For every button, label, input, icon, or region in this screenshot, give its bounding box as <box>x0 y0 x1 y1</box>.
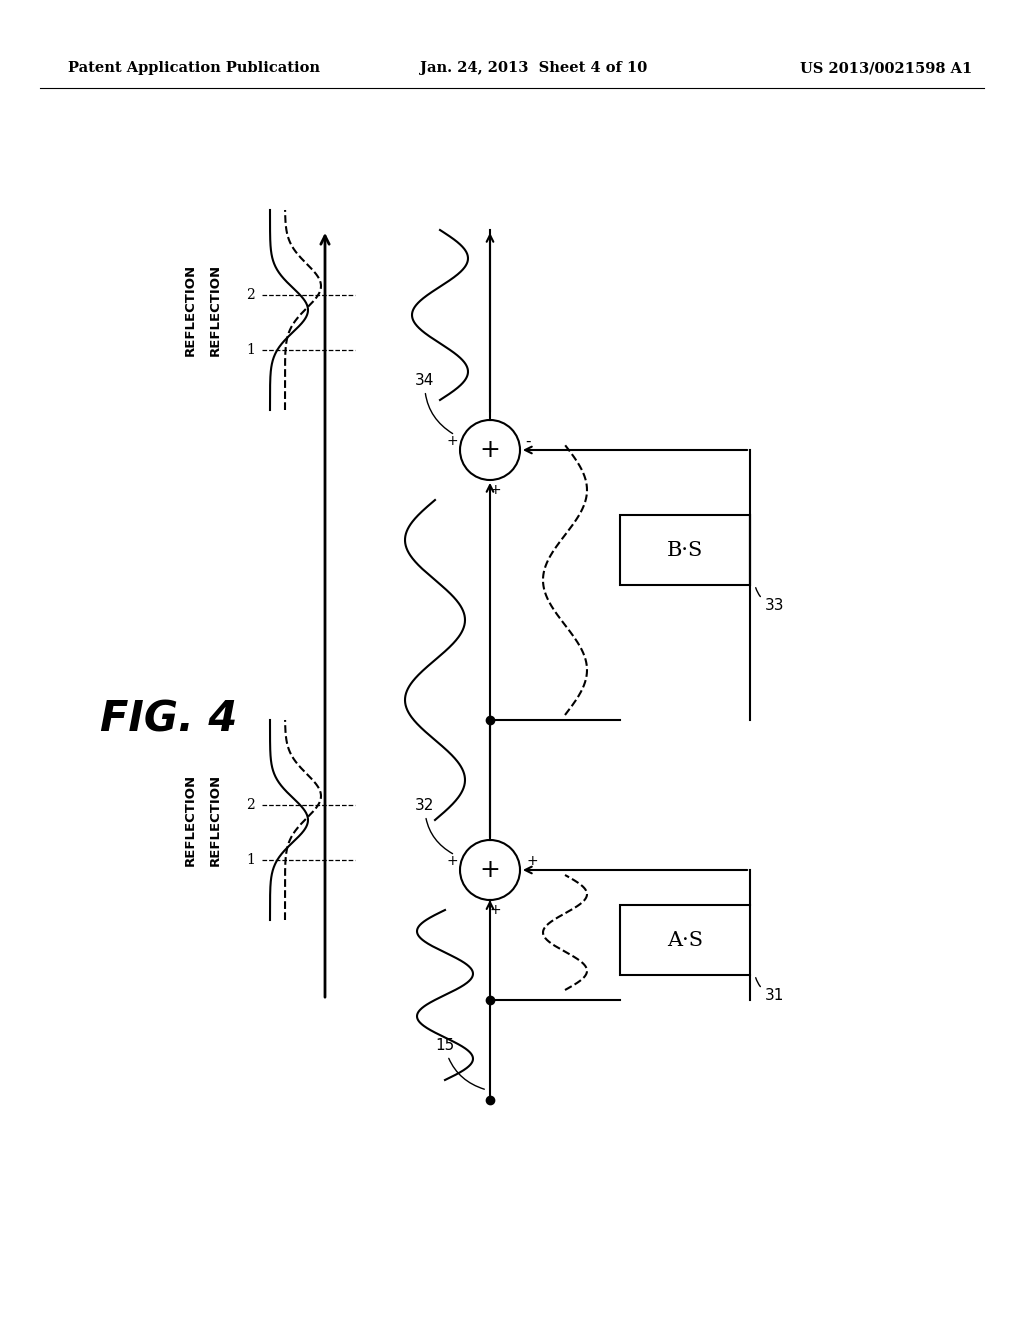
Text: B·S: B·S <box>667 540 703 560</box>
Bar <box>620 906 750 975</box>
Text: +: + <box>446 434 458 447</box>
Text: US 2013/0021598 A1: US 2013/0021598 A1 <box>800 61 972 75</box>
Text: 1: 1 <box>246 343 255 356</box>
Text: REFLECTION: REFLECTION <box>183 264 197 356</box>
Text: 1: 1 <box>246 853 255 867</box>
Bar <box>620 515 750 585</box>
Text: FIG. 4: FIG. 4 <box>100 700 238 741</box>
Text: Jan. 24, 2013  Sheet 4 of 10: Jan. 24, 2013 Sheet 4 of 10 <box>420 61 647 75</box>
Text: 31: 31 <box>756 978 784 1003</box>
Text: 2: 2 <box>246 799 255 812</box>
Text: +: + <box>489 483 501 498</box>
Text: 34: 34 <box>415 374 453 433</box>
Text: A·S: A·S <box>667 931 703 949</box>
Text: 33: 33 <box>756 587 784 612</box>
Text: -: - <box>525 433 530 449</box>
Text: 2: 2 <box>246 288 255 302</box>
Text: 32: 32 <box>415 799 453 854</box>
Text: REFLECTION: REFLECTION <box>183 774 197 866</box>
Text: REFLECTION: REFLECTION <box>209 774 221 866</box>
Text: +: + <box>479 858 501 882</box>
Text: REFLECTION: REFLECTION <box>209 264 221 356</box>
Text: Patent Application Publication: Patent Application Publication <box>68 61 319 75</box>
Text: +: + <box>479 438 501 462</box>
Text: +: + <box>446 854 458 869</box>
Text: +: + <box>489 903 501 917</box>
Text: +: + <box>526 854 538 869</box>
Text: 15: 15 <box>435 1038 484 1089</box>
